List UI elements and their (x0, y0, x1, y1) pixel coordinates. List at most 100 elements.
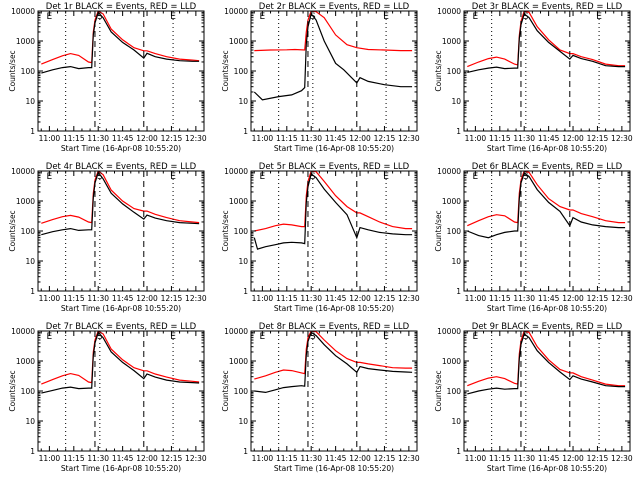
y-tick-label: 1000 (229, 37, 248, 46)
y-axis-label: Counts/sec (8, 50, 17, 91)
x-axis-label: Start Time (16-Apr-08 10:55:20) (487, 464, 607, 473)
y-tick-label: 10 (25, 257, 35, 266)
interval-marker-label: S (310, 172, 316, 182)
y-tick-label: 10000 (11, 327, 35, 336)
series-lld-line (254, 171, 413, 232)
x-tick-label: 12:00 (349, 454, 371, 463)
y-tick-label: 100 (21, 67, 36, 76)
x-tick-label: 11:15 (63, 294, 85, 303)
series-events-line (467, 172, 626, 239)
x-axis-label: Start Time (16-Apr-08 10:55:20) (61, 464, 181, 473)
interval-marker-label: S (523, 172, 529, 182)
x-tick-label: 11:30 (513, 294, 535, 303)
chart-title: Det 6r BLACK = Events, RED = LLD (472, 162, 623, 172)
y-axis-label: Counts/sec (8, 210, 17, 251)
x-tick-label: 11:45 (325, 134, 347, 143)
x-tick-label: 12:00 (136, 294, 158, 303)
y-axis-label: Counts/sec (221, 370, 230, 411)
x-axis-label: Start Time (16-Apr-08 10:55:20) (61, 144, 181, 153)
y-tick-label: 10 (451, 417, 461, 426)
y-tick-label: 10000 (224, 327, 248, 336)
interval-marker-label: S (97, 12, 103, 22)
interval-marker-label: E (596, 12, 602, 22)
chart-title: Det 8r BLACK = Events, RED = LLD (259, 322, 410, 332)
x-tick-label: 12:00 (349, 294, 371, 303)
series-lld-line (254, 11, 413, 52)
y-tick-label: 1 (456, 287, 461, 296)
x-tick-label: 11:00 (252, 454, 274, 463)
interval-marker-label: E (47, 12, 53, 22)
interval-marker-label: S (310, 332, 316, 342)
chart-title: Det 4r BLACK = Events, RED = LLD (46, 162, 197, 172)
y-tick-label: 1000 (16, 37, 35, 46)
x-tick-label: 12:30 (185, 454, 207, 463)
x-tick-label: 11:30 (87, 294, 109, 303)
y-tick-label: 10 (238, 257, 248, 266)
x-tick-label: 11:15 (489, 294, 511, 303)
series-events-line (467, 12, 626, 73)
x-tick-label: 11:15 (489, 454, 511, 463)
x-tick-label: 11:15 (276, 454, 298, 463)
series-lld-line (41, 331, 200, 385)
series-events-line (41, 11, 200, 74)
x-tick-label: 12:30 (611, 134, 633, 143)
x-tick-label: 11:30 (513, 454, 535, 463)
y-tick-label: 10 (451, 257, 461, 266)
plot-frame (37, 10, 205, 132)
interval-marker-label: E (383, 332, 389, 342)
y-tick-label: 100 (234, 67, 249, 76)
x-tick-label: 12:15 (161, 454, 183, 463)
x-axis-label: Start Time (16-Apr-08 10:55:20) (274, 304, 394, 313)
x-axis-label: Start Time (16-Apr-08 10:55:20) (61, 304, 181, 313)
x-tick-label: 12:15 (161, 294, 183, 303)
x-tick-label: 11:00 (252, 134, 274, 143)
y-tick-label: 10 (25, 97, 35, 106)
interval-marker-label: E (260, 172, 266, 182)
y-tick-label: 10000 (437, 167, 461, 176)
x-tick-label: 11:30 (87, 134, 109, 143)
y-tick-label: 100 (447, 227, 462, 236)
y-tick-label: 10 (451, 97, 461, 106)
plot-frame (250, 170, 418, 292)
x-tick-label: 12:15 (587, 294, 609, 303)
y-tick-label: 1 (243, 447, 248, 456)
chart-title: Det 5r BLACK = Events, RED = LLD (259, 162, 410, 172)
x-tick-label: 11:15 (63, 454, 85, 463)
y-tick-label: 10 (238, 417, 248, 426)
series-events-line (41, 171, 200, 236)
x-tick-label: 12:15 (374, 294, 396, 303)
x-tick-label: 11:15 (489, 134, 511, 143)
interval-marker-label: E (47, 172, 53, 182)
x-tick-label: 12:15 (587, 454, 609, 463)
x-tick-label: 12:30 (611, 454, 633, 463)
x-tick-label: 11:00 (465, 294, 487, 303)
x-tick-label: 12:15 (374, 454, 396, 463)
x-tick-label: 12:15 (374, 134, 396, 143)
x-tick-label: 12:30 (398, 454, 420, 463)
y-tick-label: 1 (243, 287, 248, 296)
chart-title: Det 9r BLACK = Events, RED = LLD (472, 322, 623, 332)
x-tick-label: 11:45 (538, 294, 560, 303)
interval-marker-label: E (473, 172, 479, 182)
x-tick-label: 12:00 (562, 294, 584, 303)
x-tick-label: 12:30 (398, 294, 420, 303)
interval-marker-label: E (473, 332, 479, 342)
interval-marker-label: E (170, 12, 176, 22)
y-tick-label: 10000 (224, 167, 248, 176)
x-tick-label: 11:30 (513, 134, 535, 143)
y-axis-label: Counts/sec (434, 370, 443, 411)
plot-frame (463, 10, 631, 132)
plot-frame (463, 330, 631, 452)
series-lld-line (41, 11, 200, 65)
x-tick-label: 11:45 (112, 294, 134, 303)
y-tick-label: 1 (30, 287, 35, 296)
x-axis-label: Start Time (16-Apr-08 10:55:20) (274, 464, 394, 473)
chart-title: Det 3r BLACK = Events, RED = LLD (472, 2, 623, 12)
series-lld-line (41, 171, 200, 224)
